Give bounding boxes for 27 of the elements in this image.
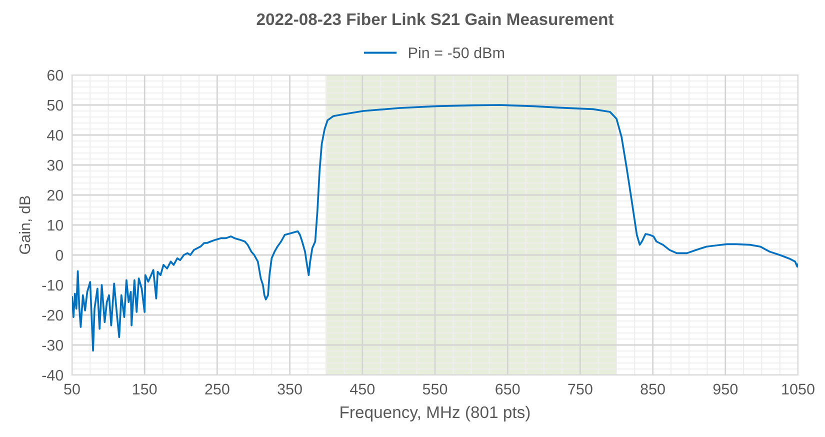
x-tick-label: 750	[568, 384, 592, 395]
chart-title: 2022-08-23 Fiber Link S21 Gain Measurement	[256, 12, 614, 26]
x-tick-label: 950	[713, 384, 738, 395]
x-tick-label: 850	[640, 384, 665, 395]
y-tick-label: 20	[47, 190, 64, 201]
y-tick-label: 40	[47, 130, 64, 141]
x-tick-label: 250	[205, 384, 230, 395]
y-tick-label: -10	[42, 280, 64, 291]
x-tick-label: 450	[350, 384, 375, 395]
y-tick-label: 50	[47, 100, 64, 111]
legend-label: Pin = -50 dBm	[409, 47, 504, 58]
y-tick-label: -40	[42, 370, 64, 381]
x-tick-label: 650	[496, 384, 520, 395]
y-tick-label: 60	[47, 70, 64, 81]
line-series	[72, 104, 798, 352]
x-tick-label: 550	[422, 384, 448, 395]
x-axis-title: Frequency, MHz (801 pts)	[340, 406, 530, 422]
y-axis-title: Gain, dB	[19, 196, 32, 254]
x-tick-label: 1050	[782, 384, 814, 395]
y-tick-label: 0	[56, 250, 64, 261]
x-tick-label: 50	[64, 384, 80, 395]
x-tick-label: 350	[278, 384, 302, 395]
y-tick-label: -20	[42, 310, 64, 321]
y-tick-label: 10	[48, 220, 64, 231]
y-tick-label: 30	[47, 160, 64, 171]
y-tick-label: -30	[42, 340, 64, 351]
x-tick-label: 150	[133, 384, 157, 395]
